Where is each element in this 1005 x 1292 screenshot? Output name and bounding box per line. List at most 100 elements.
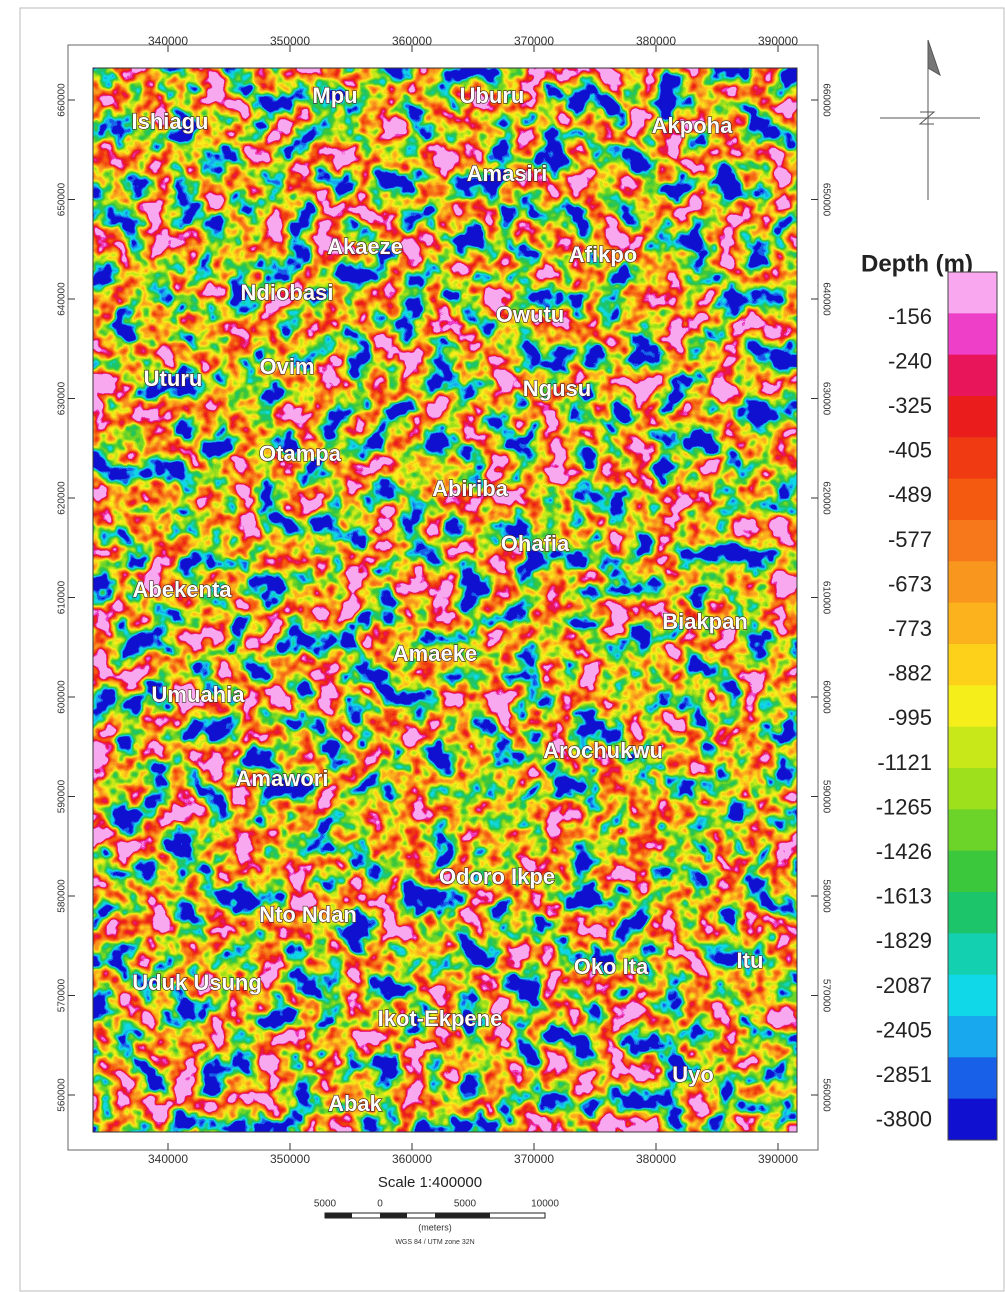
town-label: Abekenta: [132, 577, 232, 602]
legend-label: -1426: [876, 839, 932, 864]
easting-label: 370000: [514, 1152, 554, 1166]
town-label: Uyo: [672, 1062, 714, 1087]
legend-swatch: [948, 851, 997, 893]
legend-label: -325: [888, 393, 932, 418]
town-label: Otampa: [259, 441, 342, 466]
town-label: Uburu: [460, 83, 525, 108]
legend-swatch: [948, 1016, 997, 1058]
legend-swatch: [948, 355, 997, 397]
town-label: Ikot-Ekpene: [378, 1006, 503, 1031]
legend-label: -405: [888, 438, 932, 463]
northing-label: 620000: [820, 481, 831, 515]
legend-swatch: [948, 768, 997, 810]
northing-label: 650000: [57, 182, 68, 216]
legend-swatch: [948, 685, 997, 727]
town-label: Amawori: [236, 766, 329, 791]
legend-swatch: [948, 892, 997, 934]
easting-label: 380000: [636, 1152, 676, 1166]
town-label: Ohafia: [501, 531, 570, 556]
northing-label: 640000: [57, 282, 68, 316]
northing-label: 610000: [57, 580, 68, 614]
easting-label: 350000: [270, 1152, 310, 1166]
northing-label: 560000: [57, 1078, 68, 1112]
legend-swatch: [948, 933, 997, 975]
northing-label: 630000: [57, 381, 68, 415]
town-label: Uturu: [144, 366, 203, 391]
town-label: Uduk Usung: [132, 970, 262, 995]
town-label: Amasiri: [467, 161, 548, 186]
northing-label: 580000: [57, 879, 68, 913]
legend-swatch: [948, 644, 997, 686]
legend-label: -1613: [876, 884, 932, 909]
town-label: Abak: [328, 1091, 383, 1116]
legend-label: -995: [888, 705, 932, 730]
legend-label: -673: [888, 571, 932, 596]
legend-swatch: [948, 603, 997, 645]
town-label: Akpoha: [652, 113, 733, 138]
easting-label: 360000: [392, 1152, 432, 1166]
legend-label: -240: [888, 348, 932, 373]
easting-label: 340000: [148, 1152, 188, 1166]
northing-label: 660000: [57, 83, 68, 117]
legend-label: -773: [888, 616, 932, 641]
northing-label: 640000: [820, 282, 831, 316]
legend-swatch: [948, 809, 997, 851]
legend-swatch: [948, 313, 997, 355]
scale-bar: [325, 1213, 545, 1218]
legend-swatch: [948, 520, 997, 562]
legend-label: -1829: [876, 928, 932, 953]
northing-label: 560000: [820, 1078, 831, 1112]
town-label: Oko Ita: [574, 954, 649, 979]
legend-swatch: [948, 561, 997, 603]
town-label: Umuahia: [152, 682, 246, 707]
scale-text: Scale 1:400000: [378, 1174, 482, 1191]
town-label: Arochukwu: [543, 738, 663, 763]
town-label: Afikpo: [569, 242, 637, 267]
legend-swatch: [948, 437, 997, 479]
town-label: Abiriba: [432, 476, 509, 501]
town-label: Odoro Ikpe: [439, 864, 555, 889]
legend-swatch: [948, 1099, 997, 1141]
legend-label: -2087: [876, 973, 932, 998]
legend-label: -156: [888, 304, 932, 329]
legend-swatch: [948, 272, 997, 314]
easting-label: 390000: [758, 1152, 798, 1166]
town-label: Ishiagu: [131, 109, 208, 134]
town-label: Ovim: [259, 354, 314, 379]
town-label: Mpu: [312, 83, 357, 108]
legend-swatch: [948, 727, 997, 769]
town-label: Itu: [737, 948, 764, 973]
legend-label: -1265: [876, 794, 932, 819]
map-figure: Depth (m) Scale 1:400000 (meters) WGS 84…: [0, 0, 1005, 1292]
northing-label: 620000: [57, 481, 68, 515]
northing-label: 590000: [820, 780, 831, 814]
town-label: Biakpan: [662, 609, 748, 634]
scale-bar-label: 0: [377, 1199, 383, 1210]
northing-label: 650000: [820, 183, 831, 217]
scale-units: (meters): [418, 1222, 452, 1232]
scale-bar-label: 5000: [314, 1199, 337, 1210]
northing-label: 610000: [820, 581, 831, 615]
legend-label: -2851: [876, 1062, 932, 1087]
town-label: Amaeke: [393, 641, 477, 666]
northing-label: 660000: [820, 83, 831, 117]
town-label: Ndiobasi: [241, 280, 334, 305]
northing-label: 570000: [57, 978, 68, 1012]
projection: WGS 84 / UTM zone 32N: [395, 1239, 474, 1246]
legend-swatch: [948, 975, 997, 1017]
legend-swatch: [948, 479, 997, 521]
northing-label: 630000: [820, 382, 831, 416]
scale-bar-label: 10000: [531, 1199, 559, 1210]
north-arrow: [880, 40, 980, 200]
northing-label: 580000: [820, 879, 831, 913]
northing-label: 570000: [820, 979, 831, 1013]
town-label: Akaeze: [327, 234, 403, 259]
legend-swatch: [948, 396, 997, 438]
scale-bar-label: 5000: [454, 1199, 477, 1210]
northing-label: 600000: [820, 680, 831, 714]
legend-label: -1121: [877, 750, 932, 775]
northing-label: 600000: [57, 680, 68, 714]
legend-label: -2405: [876, 1017, 932, 1042]
legend-label: -577: [888, 527, 932, 552]
legend-label: -882: [888, 661, 932, 686]
